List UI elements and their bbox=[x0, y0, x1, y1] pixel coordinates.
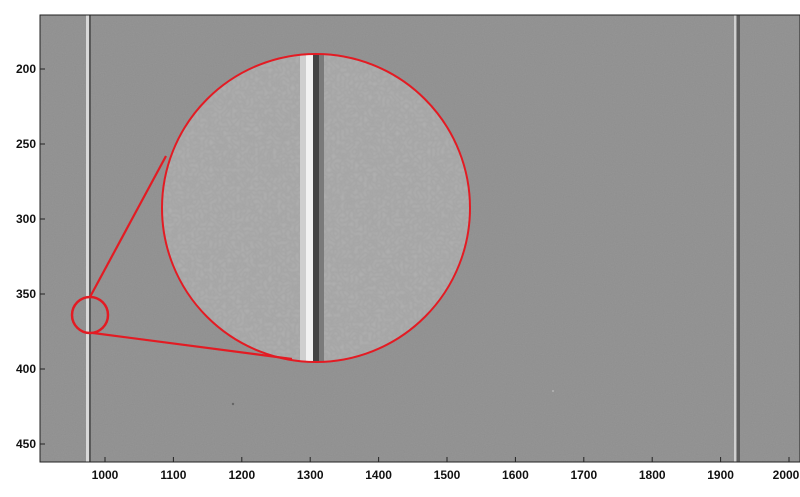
speck bbox=[552, 390, 554, 392]
axes-frame bbox=[39, 14, 800, 463]
x-tick-label: 1700 bbox=[570, 468, 597, 482]
magnified-inset bbox=[161, 53, 471, 363]
y-tick-label: 400 bbox=[16, 362, 36, 376]
connector-line-lower bbox=[92, 331, 293, 361]
y-tick-label: 350 bbox=[16, 287, 36, 301]
x-tick-label: 1500 bbox=[434, 468, 461, 482]
inset-shadow bbox=[319, 54, 324, 362]
x-tick-label: 1900 bbox=[707, 468, 734, 482]
speck bbox=[231, 402, 235, 406]
inset-circle-outline bbox=[161, 53, 471, 363]
inset-dark-line bbox=[313, 54, 319, 362]
x-tick-label: 1400 bbox=[365, 468, 392, 482]
y-tick-label: 450 bbox=[16, 437, 36, 451]
x-tick-label: 1800 bbox=[639, 468, 666, 482]
y-tick-label: 250 bbox=[16, 137, 36, 151]
left-dark-stripe bbox=[89, 15, 91, 462]
right-bright-stripe bbox=[734, 15, 736, 462]
stripe-features bbox=[86, 15, 740, 462]
x-tick-label: 1000 bbox=[92, 468, 119, 482]
x-tick-label: 2000 bbox=[773, 468, 800, 482]
right-dark-stripe bbox=[737, 15, 740, 462]
x-tick-label: 1600 bbox=[502, 468, 529, 482]
inset-bright-line bbox=[306, 54, 313, 362]
x-axis: 1000 1100 1200 1300 1400 1500 1600 1700 1800 1900… bbox=[92, 457, 800, 482]
inset-halo-left bbox=[300, 54, 306, 362]
y-axis: 200 250 300 350 400 450 bbox=[16, 62, 45, 451]
x-tick-label: 1300 bbox=[297, 468, 324, 482]
x-tick-label: 1200 bbox=[228, 468, 255, 482]
y-tick-label: 300 bbox=[16, 212, 36, 226]
y-tick-label: 200 bbox=[16, 62, 36, 76]
left-bright-stripe bbox=[86, 15, 89, 462]
connector-line-upper bbox=[89, 155, 167, 298]
x-tick-label: 1100 bbox=[160, 468, 186, 482]
